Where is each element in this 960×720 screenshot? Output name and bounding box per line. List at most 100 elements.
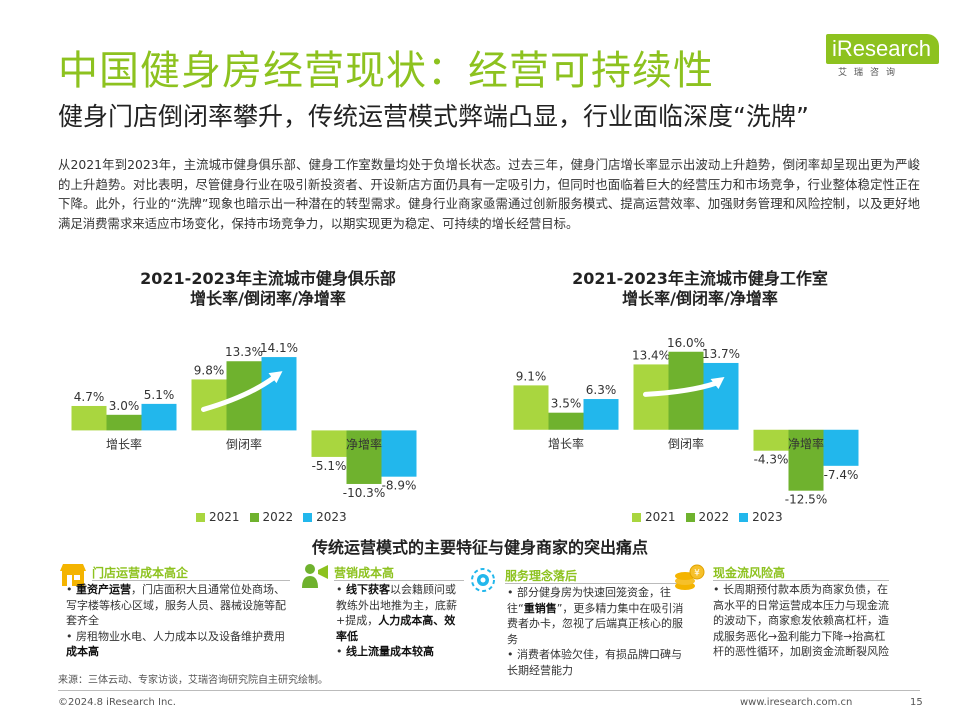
pain-point-divider bbox=[713, 580, 889, 581]
data-label: 14.1% bbox=[260, 341, 298, 355]
page-title: 中国健身房经营现状：经营可持续性 bbox=[58, 48, 714, 94]
legend-swatch bbox=[303, 512, 313, 522]
footer-url: www.iresearch.com.cn bbox=[740, 697, 853, 708]
data-label: -5.1% bbox=[312, 459, 347, 473]
legend-label: 2023 bbox=[752, 510, 783, 524]
chart-title-line: 2021-2023年主流城市健身俱乐部 bbox=[140, 269, 396, 288]
legend-clubs: 2021 2022 2023 bbox=[196, 510, 347, 524]
pain-point-bullet: • 部分健身房为快速回笼资金，往往“重销售”，更多精力集中在吸引消费者办卡，忽视… bbox=[507, 586, 684, 646]
bar-2023-2 bbox=[381, 430, 417, 477]
pain-point-body: • 线下获客以会籍顾问或教练外出地推为主，底薪+提成，人力成本高、效率低 • 线上… bbox=[336, 582, 464, 660]
pain-point-divider bbox=[92, 580, 290, 581]
legend-swatch bbox=[685, 512, 695, 522]
legend-item-2022: 2022 bbox=[249, 510, 294, 524]
legend-label: 2022 bbox=[698, 510, 730, 524]
pain-point-title: 营销成本高 bbox=[334, 566, 395, 580]
pain-point-title: 服务理念落后 bbox=[505, 569, 578, 583]
pain-point-bullet: • 房租物业水电、人力成本以及设备维护费用成本高 bbox=[66, 629, 285, 659]
bar-2023-1 bbox=[703, 362, 739, 430]
bullet-text: 消费者体验欠佳，有损品牌口碑与长期经营能力 bbox=[507, 648, 682, 677]
legend-label: 2023 bbox=[316, 510, 347, 524]
category-label: 增长率 bbox=[106, 436, 142, 451]
logo-subtext: 艾瑞咨询 bbox=[838, 68, 903, 78]
emphasis-text: 成本高 bbox=[66, 645, 99, 659]
category-label: 净增率 bbox=[788, 436, 824, 451]
chart-title-line: 增长率/倒闭率/净增率 bbox=[190, 289, 346, 308]
data-label: 5.1% bbox=[144, 388, 175, 402]
emphasis-text: 线下获客 bbox=[346, 583, 390, 596]
data-label: -10.3% bbox=[343, 486, 385, 500]
bullet-text: ”，更多精力集中在吸引消费者办卡，忽视了后端真正核心的服务 bbox=[507, 601, 684, 646]
chart-title-studios: 2021-2023年主流城市健身工作室 增长率/倒闭率/净增率 bbox=[490, 269, 910, 309]
bullet-text: 以会籍顾问或教练外出地推为主，底薪+提成， bbox=[336, 583, 457, 628]
data-label: -7.4% bbox=[824, 468, 859, 482]
pain-point-title: 门店运营成本高企 bbox=[92, 566, 189, 580]
bar-2023-1 bbox=[261, 357, 297, 431]
storefront-icon bbox=[58, 562, 88, 592]
service-gear-icon bbox=[468, 565, 498, 599]
svg-text:¥: ¥ bbox=[694, 569, 700, 579]
bullet-text: ，门店面积大且通常位处商场、写字楼等核心区域，服务人员、器械设施等配套齐全 bbox=[66, 583, 286, 628]
legend-item-2023: 2023 bbox=[303, 510, 347, 524]
chart-title-line: 增长率/倒闭率/净增率 bbox=[622, 289, 778, 308]
footer-divider bbox=[58, 690, 920, 691]
bullet-text: 长周期预付款本质为商家负债，在高水平的日常运营成本压力与现金流的波动下，商家愈发… bbox=[713, 583, 889, 659]
pain-point-bullet: • 线下获客以会籍顾问或教练外出地推为主，底薪+提成，人力成本高、效率低 bbox=[336, 583, 457, 643]
chart-title-clubs: 2021-2023年主流城市健身俱乐部 增长率/倒闭率/净增率 bbox=[58, 269, 478, 309]
pain-point-bullet: • 消费者体验欠佳，有损品牌口碑与长期经营能力 bbox=[507, 648, 682, 677]
legend-item-2021: 2021 bbox=[196, 510, 240, 524]
bar-chart-clubs: 4.7% 3.0% 5.1% 增长率 9.8%13.3%14.1% 倒闭率 -5.1% -10… bbox=[71, 341, 417, 500]
pain-point-divider bbox=[505, 583, 685, 584]
bar-2022-0 bbox=[106, 414, 142, 431]
legend-studios: 2021 2022 2023 bbox=[632, 510, 783, 524]
pain-point-bullet: • 重资产运营，门店面积大且通常位处商场、写字楼等核心区域，服务人员、器械设施等… bbox=[66, 583, 286, 628]
trend-arrow-icon bbox=[201, 371, 283, 412]
legend-item-2022: 2022 bbox=[685, 510, 730, 524]
category-label: 倒闭率 bbox=[226, 436, 262, 451]
data-label: 3.5% bbox=[551, 397, 582, 411]
bar-chart-studios: 9.1% 3.5% 6.3% 增长率 13.4%16.0%13.7% 倒闭率 -4.3% -1… bbox=[513, 336, 859, 507]
footer-copyright: ©2024.8 iResearch Inc. bbox=[58, 697, 176, 708]
legend-label: 2021 bbox=[209, 510, 240, 524]
bar-2021-2 bbox=[753, 429, 789, 451]
coin-stack-icon: ¥ bbox=[673, 562, 705, 596]
intro-paragraph: 从2021年到2023年，主流城市健身俱乐部、健身工作室数量均处于负增长状态。过… bbox=[58, 157, 920, 231]
bar-2022-2 bbox=[346, 430, 382, 484]
legend-label: 2022 bbox=[262, 510, 294, 524]
bar-2021-2 bbox=[311, 430, 347, 457]
legend-item-2021: 2021 bbox=[632, 510, 676, 524]
trend-arrow-icon bbox=[643, 376, 725, 397]
pain-point-title: 现金流风险高 bbox=[713, 566, 786, 580]
legend-item-2023: 2023 bbox=[739, 510, 783, 524]
marketing-person-icon bbox=[300, 562, 330, 594]
page-number: 15 bbox=[910, 697, 923, 708]
section-title: 传统运营模式的主要特征与健身商家的突出痛点 bbox=[311, 538, 648, 557]
legend-swatch bbox=[196, 512, 205, 522]
data-label: -8.9% bbox=[382, 479, 417, 493]
data-label: -4.3% bbox=[754, 453, 789, 467]
iresearch-logo: iResearch 艾瑞咨询 bbox=[826, 34, 940, 80]
category-label: 增长率 bbox=[548, 436, 584, 451]
bar-2023-0 bbox=[583, 399, 619, 430]
emphasis-text: 人力成本高、效率低 bbox=[336, 614, 456, 643]
pain-point-bullet: • 线上流量成本较高 bbox=[336, 645, 434, 659]
chart-title-line: 2021-2023年主流城市健身工作室 bbox=[572, 269, 828, 288]
data-label: 13.4% bbox=[632, 348, 670, 362]
pain-point-body: • 部分健身房为快速回笼资金，往往“重销售”，更多精力集中在吸引消费者办卡，忽视… bbox=[507, 585, 685, 679]
data-label: 16.0% bbox=[667, 336, 705, 350]
legend-swatch bbox=[632, 512, 641, 522]
bar-2022-2 bbox=[788, 429, 824, 491]
category-label: 倒闭率 bbox=[668, 436, 704, 451]
bar-2021-0 bbox=[71, 405, 107, 431]
data-label: 9.8% bbox=[194, 363, 225, 377]
logo-text: iResearch bbox=[826, 34, 940, 64]
bar-2022-0 bbox=[548, 412, 584, 430]
bar-2021-0 bbox=[513, 385, 549, 430]
legend-label: 2021 bbox=[645, 510, 676, 524]
pain-point-bullet: • 长周期预付款本质为商家负债，在高水平的日常运营成本压力与现金流的波动下，商家… bbox=[713, 583, 889, 659]
bullet-text: 部分健身房为快速回笼资金，往往“ bbox=[507, 586, 671, 615]
page-subtitle: 健身门店倒闭率攀升，传统运营模式弊端凸显，行业面临深度“洗牌” bbox=[58, 102, 809, 131]
bullet-text: 房租物业水电、人力成本以及设备维护费用 bbox=[76, 629, 285, 643]
data-label: 4.7% bbox=[74, 390, 105, 404]
emphasis-text: 重销售 bbox=[523, 601, 557, 615]
